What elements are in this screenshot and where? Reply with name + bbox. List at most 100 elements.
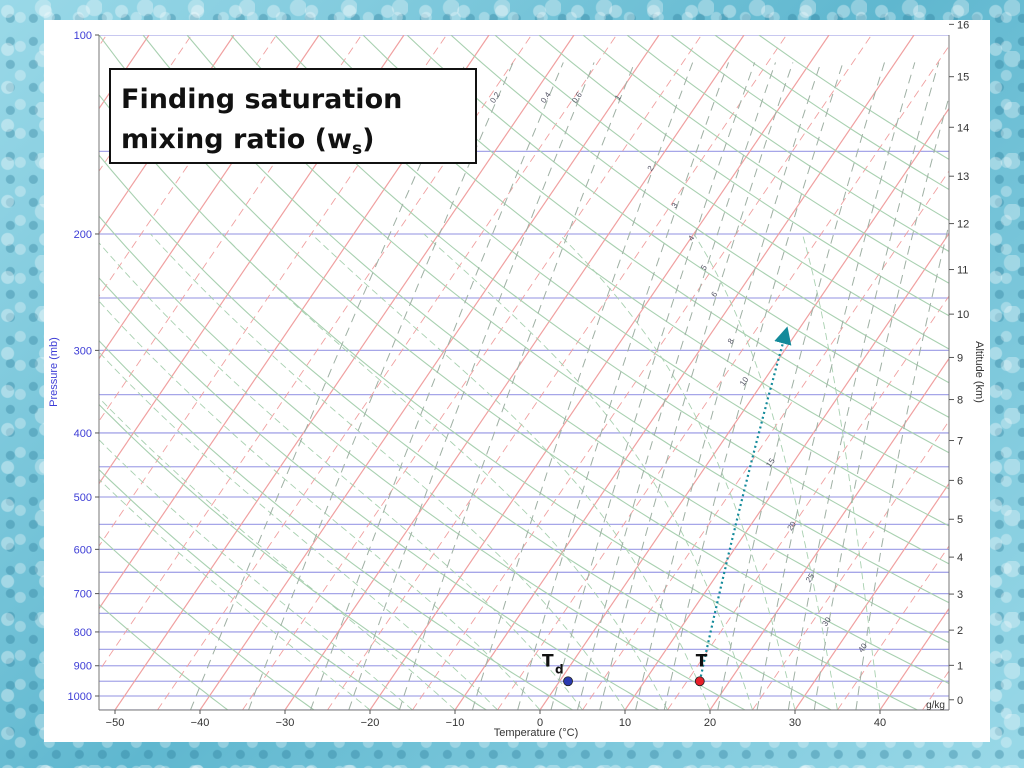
altitude-tick-label: 11 — [957, 265, 968, 277]
y-axis-title: Pressure (mb) — [48, 337, 60, 407]
mixing-ratio-line — [517, 62, 729, 710]
dry-adiabat-line — [186, 35, 949, 604]
isotherm-line — [624, 232, 949, 710]
mixing-ratio-line — [756, 62, 916, 710]
mixing-ratio-line — [471, 62, 694, 710]
temperature-tick-label: 20 — [704, 717, 716, 729]
altitude-tick-label: 5 — [957, 514, 963, 526]
mixing-ratio-arrow — [698, 326, 792, 682]
isotherm-line — [582, 170, 949, 710]
mixing-ratio-line — [855, 222, 949, 710]
altitude-tick-label: 15 — [957, 72, 969, 84]
moist-adiabat-line — [801, 233, 881, 710]
dry-adiabat-line — [99, 339, 573, 710]
dry-adiabat-line — [274, 35, 949, 527]
altitude-tick-label: 13 — [957, 171, 969, 183]
pressure-tick-label: 400 — [74, 428, 92, 440]
isotherm-line — [242, 35, 702, 710]
title-line-2-prefix: mixing ratio (w — [121, 124, 352, 155]
isotherm-line — [114, 35, 575, 710]
altitude-tick-label: 9 — [957, 352, 963, 364]
dry-adiabat-line — [494, 35, 949, 350]
altitude-tick-label: 1 — [957, 660, 963, 672]
temperature-tick-label: −50 — [106, 717, 125, 729]
isotherm-line — [837, 545, 949, 710]
altitude-tick-label: 6 — [957, 475, 963, 487]
mixing-ratio-line — [550, 62, 756, 710]
altitude-tick-label: 2 — [957, 625, 963, 637]
dry-adiabat-line — [450, 35, 949, 384]
dry-adiabat-line — [99, 468, 401, 710]
pressure-tick-label: 900 — [74, 661, 92, 673]
pressure-tick-label: 600 — [74, 544, 92, 556]
altitude-tick-label: 4 — [957, 552, 963, 564]
dry-adiabat-line — [99, 35, 949, 685]
dry-adiabat-line — [318, 35, 949, 490]
dry-adiabat-line — [99, 603, 229, 710]
title-box: Finding saturation mixing ratio (ws) — [109, 68, 477, 164]
altitude-tick-label: 0 — [957, 695, 963, 707]
slide: 100 200 300 400 500 600 700 800 900 1000 −50 −40 −30… — [44, 20, 990, 742]
dry-adiabat-line — [142, 35, 949, 644]
isotherm-line — [412, 35, 872, 710]
mixing-ratio-line — [310, 62, 564, 710]
altitude-tick-label: 14 — [957, 122, 969, 134]
temperature-tick-label: −30 — [276, 717, 295, 729]
title-line-2-suffix: ) — [362, 124, 375, 155]
title-subscript: s — [351, 139, 363, 159]
mixing-ratio-label: 8 — [726, 336, 736, 345]
Td-label: T — [542, 651, 554, 671]
pressure-tick-label: 200 — [74, 229, 92, 241]
dry-adiabat-line — [99, 215, 746, 710]
altitude-tick-label: 16 — [957, 20, 969, 31]
mixing-ratio-label: 6 — [709, 289, 719, 298]
mixing-ratio-line — [577, 62, 776, 710]
moist-adiabat-line — [99, 300, 541, 710]
moist-adiabat-line — [99, 351, 498, 710]
dry-adiabat-line — [230, 35, 949, 565]
mixing-ratio-label: 5 — [699, 263, 709, 272]
moist-adiabat-line — [99, 478, 371, 710]
dry-adiabat-line — [99, 535, 315, 710]
mixing-ratio-unit: g/kg — [926, 700, 945, 711]
dry-adiabat-line — [99, 277, 660, 710]
dry-adiabat-line — [362, 35, 949, 454]
moist-adiabat-line — [423, 233, 753, 710]
mixing-ratio-line — [813, 94, 949, 710]
mixing-ratio-line — [635, 62, 822, 710]
moist-adiabat-line — [558, 233, 796, 710]
temperature-tick-label: 0 — [537, 717, 543, 729]
isotherm-line — [539, 107, 949, 710]
temperature-tick-label: 40 — [874, 717, 886, 729]
mixing-ratio-label: 2 — [646, 164, 656, 173]
temperature-tick-label: 30 — [789, 717, 801, 729]
altitude-tick-label: 7 — [957, 436, 963, 448]
moist-adiabat-line — [99, 439, 413, 710]
moist-adiabat-line — [693, 233, 838, 710]
altitude-tick-label: 3 — [957, 589, 963, 601]
marks: T T d — [542, 326, 792, 687]
isotherm-line — [284, 35, 745, 710]
Td-point — [563, 676, 573, 687]
title-line-1: Finding saturation — [121, 84, 403, 115]
pressure-tick-label: 500 — [74, 492, 92, 504]
x-axis-title: Temperature (°C) — [494, 727, 578, 739]
temperature-tick-label: −20 — [361, 717, 380, 729]
isotherm-line — [667, 295, 949, 710]
mixing-ratio-label: 3 — [670, 201, 680, 210]
mixing-ratio-label: 4 — [686, 233, 696, 242]
moist-adiabat-line — [150, 233, 626, 710]
T-label: T — [696, 651, 708, 671]
altitude-axis-title: Altitude (km) — [973, 341, 985, 403]
isotherm-line — [794, 482, 949, 710]
isotherm-line — [327, 35, 787, 710]
mixing-ratio-line — [663, 62, 844, 710]
isotherm-line — [709, 357, 949, 710]
temperature-tick-label: −10 — [446, 717, 465, 729]
Td-label-subscript: d — [555, 662, 564, 676]
pressure-tick-label: 700 — [74, 589, 92, 601]
pressure-tick-label: 800 — [74, 627, 92, 639]
dry-adiabat-line — [406, 35, 949, 418]
mixing-ratio-line — [348, 62, 595, 710]
